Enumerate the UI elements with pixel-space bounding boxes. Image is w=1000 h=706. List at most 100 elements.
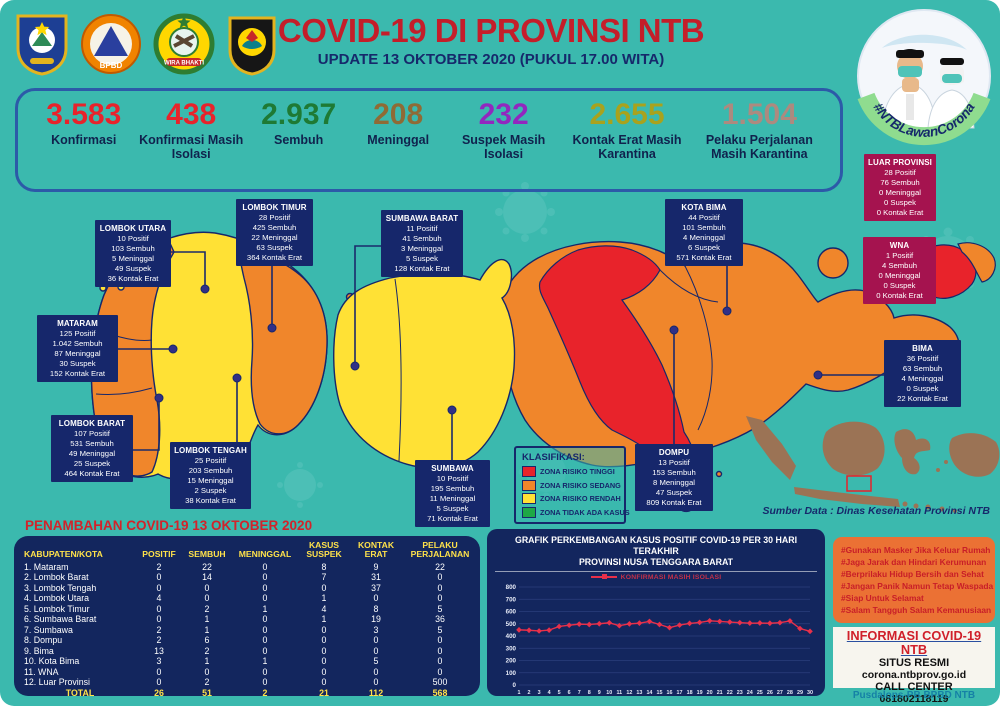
region-stat-line: 71 Kontak Erat bbox=[427, 514, 478, 523]
stat-label: Kontak Erat Masih Karantina bbox=[572, 132, 682, 161]
svg-text:20: 20 bbox=[707, 690, 713, 696]
svg-text:400: 400 bbox=[506, 633, 517, 640]
region-stat-line: 5 Meninggal bbox=[112, 254, 154, 263]
svg-text:5: 5 bbox=[558, 690, 561, 696]
stat-item: 3.583 Konfirmasi bbox=[32, 99, 135, 147]
region-stat-line: 425 Sembuh bbox=[252, 223, 297, 232]
footer-credit: Pusdalops-PB BPBD NTB bbox=[852, 690, 976, 701]
region-callout-lombok-barat: LOMBOK BARAT 107 Positif 531 Sembuh 49 Meni… bbox=[51, 415, 133, 482]
svg-text:8: 8 bbox=[588, 690, 591, 696]
region-callout-kota-bima: KOTA BIMA 44 Positif 101 Sembuh 4 Meninggal… bbox=[665, 199, 743, 266]
data-source-note: Sumber Data : Dinas Kesehatan Provinsi N… bbox=[762, 505, 990, 517]
situs-resmi-label: SITUS RESMI bbox=[878, 657, 950, 670]
table-cell: 0 bbox=[321, 656, 327, 667]
table-cell: 5 bbox=[437, 603, 443, 614]
legend-swatch bbox=[522, 466, 536, 477]
wira-bhakti-logo: WIRA BHAKTI bbox=[153, 13, 215, 75]
region-stat-line: 0 Kontak Erat bbox=[876, 208, 924, 217]
stat-value: 208 bbox=[373, 98, 424, 131]
region-stat-line: 0 Meninggal bbox=[879, 188, 921, 197]
region-name: DOMPU bbox=[658, 448, 690, 457]
stat-item: 232 Suspek Masih Isolasi bbox=[446, 99, 561, 161]
region-name: MATARAM bbox=[57, 319, 98, 328]
health-protocol-messages: #Gunakan Masker Jika Keluar Rumah #Jaga J… bbox=[833, 537, 995, 623]
table-cell: 1 bbox=[262, 603, 268, 614]
region-stat-line: 10 Positif bbox=[436, 474, 469, 483]
svg-text:6: 6 bbox=[568, 690, 571, 696]
svg-text:23: 23 bbox=[737, 690, 743, 696]
region-stat-line: 0 Suspek bbox=[883, 198, 917, 207]
region-stat-line: 364 Kontak Erat bbox=[246, 253, 303, 262]
legend-line-marker bbox=[590, 574, 617, 580]
table-cell: 0 bbox=[262, 582, 268, 593]
region-stat-line: 3 Meninggal bbox=[401, 244, 443, 253]
daily-additions-title: PENAMBAHAN COVID-19 13 OKTOBER 2020 bbox=[25, 518, 313, 533]
region-name: SUMBAWA bbox=[431, 464, 474, 473]
table-cell: 0 bbox=[437, 656, 443, 667]
table-cell: 0 bbox=[156, 603, 162, 614]
hashtag-message: #Gunakan Masker Jika Keluar Rumah bbox=[841, 545, 991, 555]
region-stat-line: 152 Kontak Erat bbox=[49, 369, 106, 378]
region-stat-line: 28 Positif bbox=[884, 168, 916, 177]
svg-text:24: 24 bbox=[747, 690, 753, 696]
region-stat-line: 25 Suspek bbox=[73, 459, 111, 468]
region-stat-line: 22 Meninggal bbox=[251, 233, 298, 242]
table-total-cell: 51 bbox=[202, 687, 212, 698]
region-callout-wna: WNA 1 Positif 4 Sembuh 0 Meninggal 0 Suspek 0… bbox=[863, 237, 936, 304]
region-stat-line: 10 Positif bbox=[117, 234, 149, 243]
hashtag-message: #Berprilaku Hidup Bersih dan Sehat bbox=[841, 569, 984, 579]
table-cell: 0 bbox=[204, 582, 210, 593]
table-cell: 0 bbox=[321, 666, 327, 677]
table-cell: 6 bbox=[204, 635, 210, 646]
region-stat-line: 153 Sembuh bbox=[652, 468, 696, 477]
table-cell: 37 bbox=[371, 582, 381, 593]
stat-value: 2.937 bbox=[261, 98, 337, 131]
svg-text:200: 200 bbox=[506, 658, 517, 665]
stat-label: Suspek Masih Isolasi bbox=[461, 132, 546, 161]
legend-item: ZONA RISIKO TINGGI bbox=[522, 466, 618, 477]
region-stat-line: 4 Meninggal bbox=[683, 233, 725, 242]
region-stat-line: 571 Kontak Erat bbox=[676, 253, 732, 262]
table-cell: 3 bbox=[156, 656, 162, 667]
region-stat-line: 44 Positif bbox=[688, 213, 720, 222]
table-cell: 0 bbox=[321, 677, 327, 688]
svg-text:WIRA BHAKTI: WIRA BHAKTI bbox=[164, 61, 204, 67]
svg-text:30: 30 bbox=[807, 690, 813, 696]
table-cell: 2 bbox=[204, 677, 210, 688]
region-callout-bima: BIMA 36 Positif 63 Sembuh 4 Meninggal 0 Susp… bbox=[884, 340, 961, 407]
svg-text:600: 600 bbox=[506, 609, 517, 616]
table-cell: 500 bbox=[432, 677, 448, 688]
table-cell: 6. Sumbawa Barat bbox=[24, 614, 97, 625]
svg-text:9: 9 bbox=[598, 690, 601, 696]
table-cell: 1 bbox=[204, 656, 210, 667]
region-stat-line: 22 Kontak Erat bbox=[897, 394, 948, 403]
region-callout-dompu: DOMPU 13 Positif 153 Sembuh 8 Meninggal 47 S… bbox=[635, 444, 713, 511]
svg-text:15: 15 bbox=[656, 690, 662, 696]
legend-item: ZONA RISIKO SEDANG bbox=[522, 479, 621, 491]
table-total-cell: 112 bbox=[368, 687, 384, 698]
svg-text:10: 10 bbox=[606, 690, 612, 696]
table-cell: 9. Bima bbox=[24, 645, 54, 656]
table-cell: 0 bbox=[373, 635, 379, 646]
table-cell: 14 bbox=[202, 572, 212, 583]
region-name: LOMBOK BARAT bbox=[58, 419, 126, 428]
table-cell: 7. Sumbawa bbox=[24, 624, 73, 635]
table-cell: 0 bbox=[321, 645, 327, 656]
table-cell: 10. Kota Bima bbox=[24, 656, 80, 667]
svg-text:BPBD: BPBD bbox=[100, 61, 123, 70]
region-name: LUAR PROVINSI bbox=[868, 158, 932, 167]
table-cell: 1 bbox=[321, 614, 327, 625]
table-cell: 12. Luar Provinsi bbox=[24, 677, 91, 688]
table-header-cell: KONTAK ERAT bbox=[357, 540, 395, 560]
table-cell: 0 bbox=[262, 635, 268, 646]
table-cell: 0 bbox=[373, 666, 379, 677]
chart-title: GRAFIK PERKEMBANGAN KASUS POSITIF COVID-… bbox=[495, 535, 817, 572]
region-stat-line: 4 Sembuh bbox=[881, 261, 918, 270]
region-stat-line: 464 Kontak Erat bbox=[64, 469, 120, 478]
legend-swatch bbox=[522, 493, 536, 504]
region-stat-line: 203 Sembuh bbox=[188, 466, 233, 475]
stat-item: 438 Konfirmasi Masih Isolasi bbox=[135, 99, 246, 161]
region-name: BIMA bbox=[912, 344, 933, 353]
